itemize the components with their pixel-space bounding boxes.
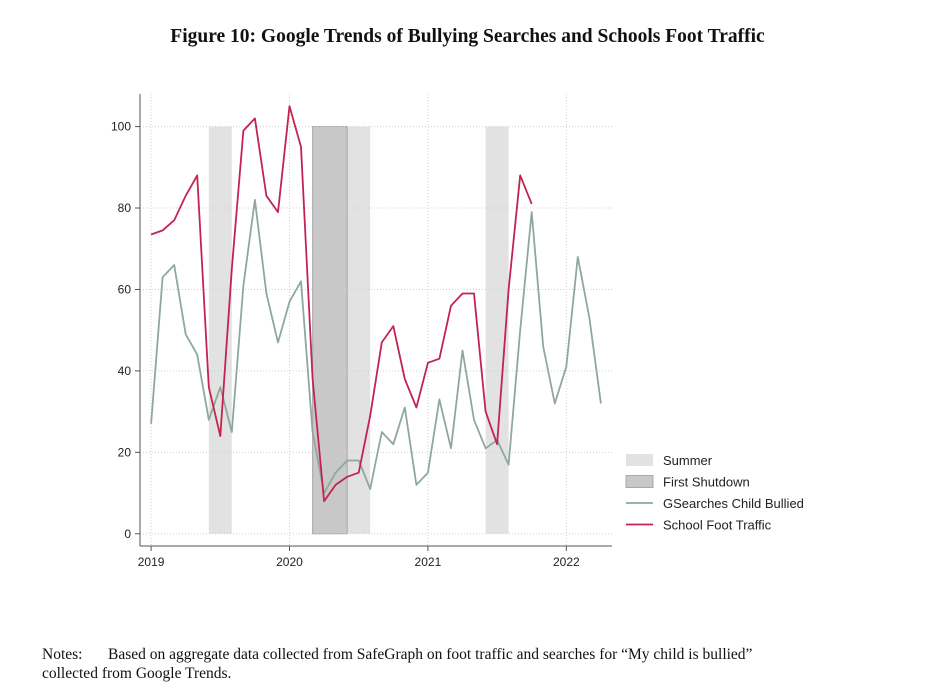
y-tick-label-0: 0 (124, 527, 131, 541)
y-tick-label-40: 40 (118, 364, 132, 378)
notes-line-1: Notes: Based on aggregate data collected … (42, 645, 922, 664)
shaded-region-1 (347, 126, 371, 534)
series-line-foot-traffic (150, 105, 533, 503)
legend: Summer First Shutdown GSearches Child Bull… (625, 453, 804, 533)
legend-swatch-1 (625, 475, 654, 488)
legend-label-3: School Foot Traffic (663, 518, 772, 533)
figure-notes: Notes: Based on aggregate data collected … (42, 645, 922, 683)
notes-line-2: collected from Google Trends. (42, 665, 232, 682)
series-line-gsearches (150, 198, 602, 495)
y-tick-label-60: 60 (118, 282, 132, 296)
shaded-region-2 (485, 126, 509, 534)
axes: 0 20 40 60 80 100 2019 2020 2021 2022 (111, 94, 612, 569)
chart: 0 20 40 60 80 100 2019 2020 2021 2022 Summer First… (111, 94, 804, 569)
notes-text-1: Based on aggregate data collected from S… (108, 646, 753, 663)
x-tick-label-2022: 2022 (553, 555, 580, 569)
shaded-region-0 (208, 126, 232, 534)
y-tick-label-100: 100 (111, 120, 131, 134)
x-tick-label-2021: 2021 (415, 555, 442, 569)
shaded-region-3 (312, 126, 348, 534)
notes-label: Notes: (42, 646, 83, 663)
y-tick-label-80: 80 (118, 201, 132, 215)
x-tick-label-2020: 2020 (276, 555, 303, 569)
legend-label-2: GSearches Child Bullied (663, 496, 804, 511)
figure-title: Figure 10: Google Trends of Bullying Sea… (170, 26, 765, 47)
y-tick-label-20: 20 (118, 445, 132, 459)
x-tick-label-2019: 2019 (138, 555, 165, 569)
gridlines (140, 94, 612, 546)
legend-swatch-0 (626, 454, 653, 466)
legend-label-0: Summer (663, 453, 713, 468)
shaded-regions (208, 126, 509, 535)
legend-label-1: First Shutdown (663, 475, 750, 490)
series-lines (150, 105, 602, 503)
